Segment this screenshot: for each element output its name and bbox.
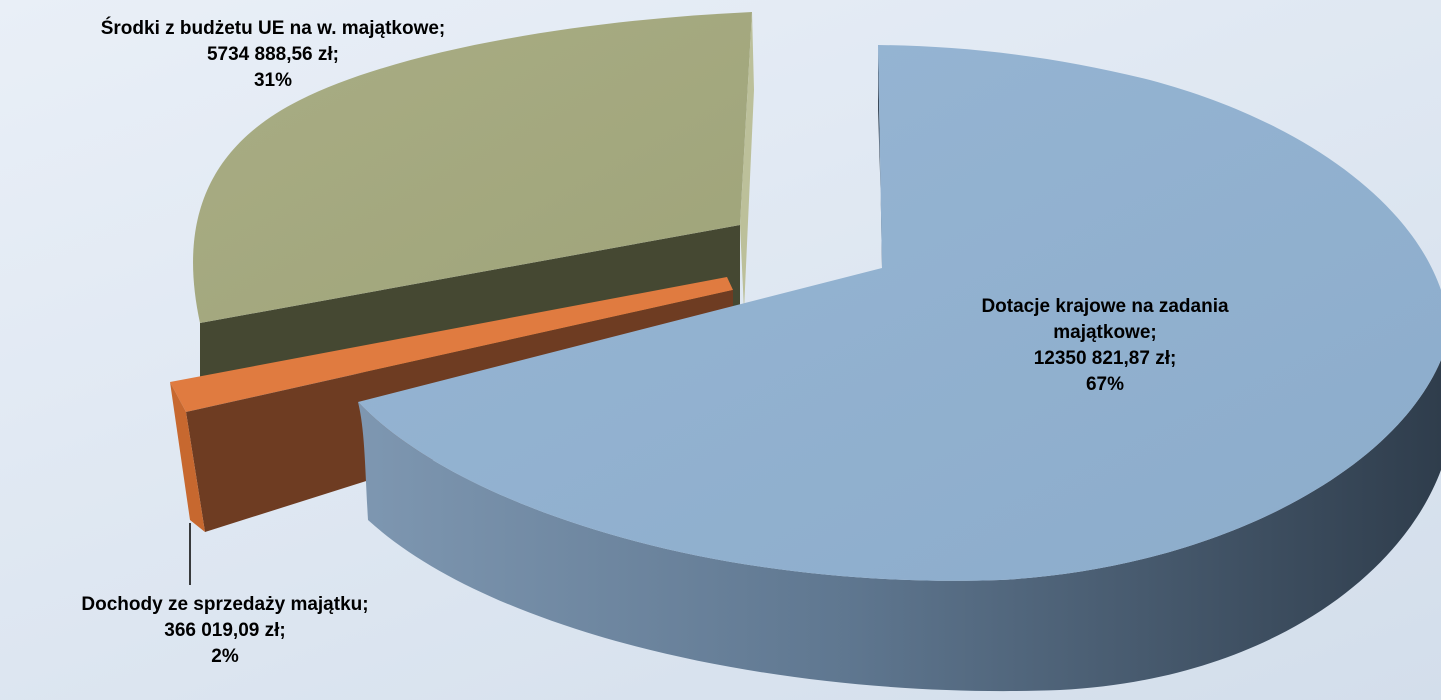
label-srodki-ue-percent: 31% <box>253 70 293 91</box>
slice-dochody-top <box>170 277 733 412</box>
slice-srodki-ue-rim <box>740 12 754 310</box>
label-dochody-value: 366 019,09 zł; <box>164 620 286 641</box>
label-dotacje-name-line1: Dotacje krajowe na zadania <box>981 296 1229 317</box>
label-srodki-ue-name: Środki z budżetu UE na w. majątkowe; <box>100 18 446 39</box>
label-dotacje-value: 12350 821,87 zł; <box>1033 348 1177 369</box>
label-dochody: Dochody ze sprzedaży majątku; 366 019,09… <box>15 592 435 670</box>
label-srodki-ue-value: 5734 888,56 zł; <box>206 44 340 65</box>
label-dotacje-percent: 67% <box>1085 374 1125 395</box>
slice-srodki-ue-top <box>193 12 752 323</box>
slice-dotacje-top <box>358 45 1441 581</box>
slice-dotacje <box>358 45 1441 692</box>
label-srodki-ue: Środki z budżetu UE na w. majątkowe; 573… <box>8 16 538 94</box>
label-dotacje-name-line2: majątkowe; <box>1053 322 1157 343</box>
label-dochody-percent: 2% <box>211 646 239 667</box>
slice-dochody-edge <box>170 382 205 532</box>
label-dotacje: Dotacje krajowe na zadania majątkowe; 12… <box>895 294 1315 398</box>
label-dochody-name: Dochody ze sprzedaży majątku; <box>81 594 369 615</box>
slice-dotacje-side <box>358 360 1441 692</box>
